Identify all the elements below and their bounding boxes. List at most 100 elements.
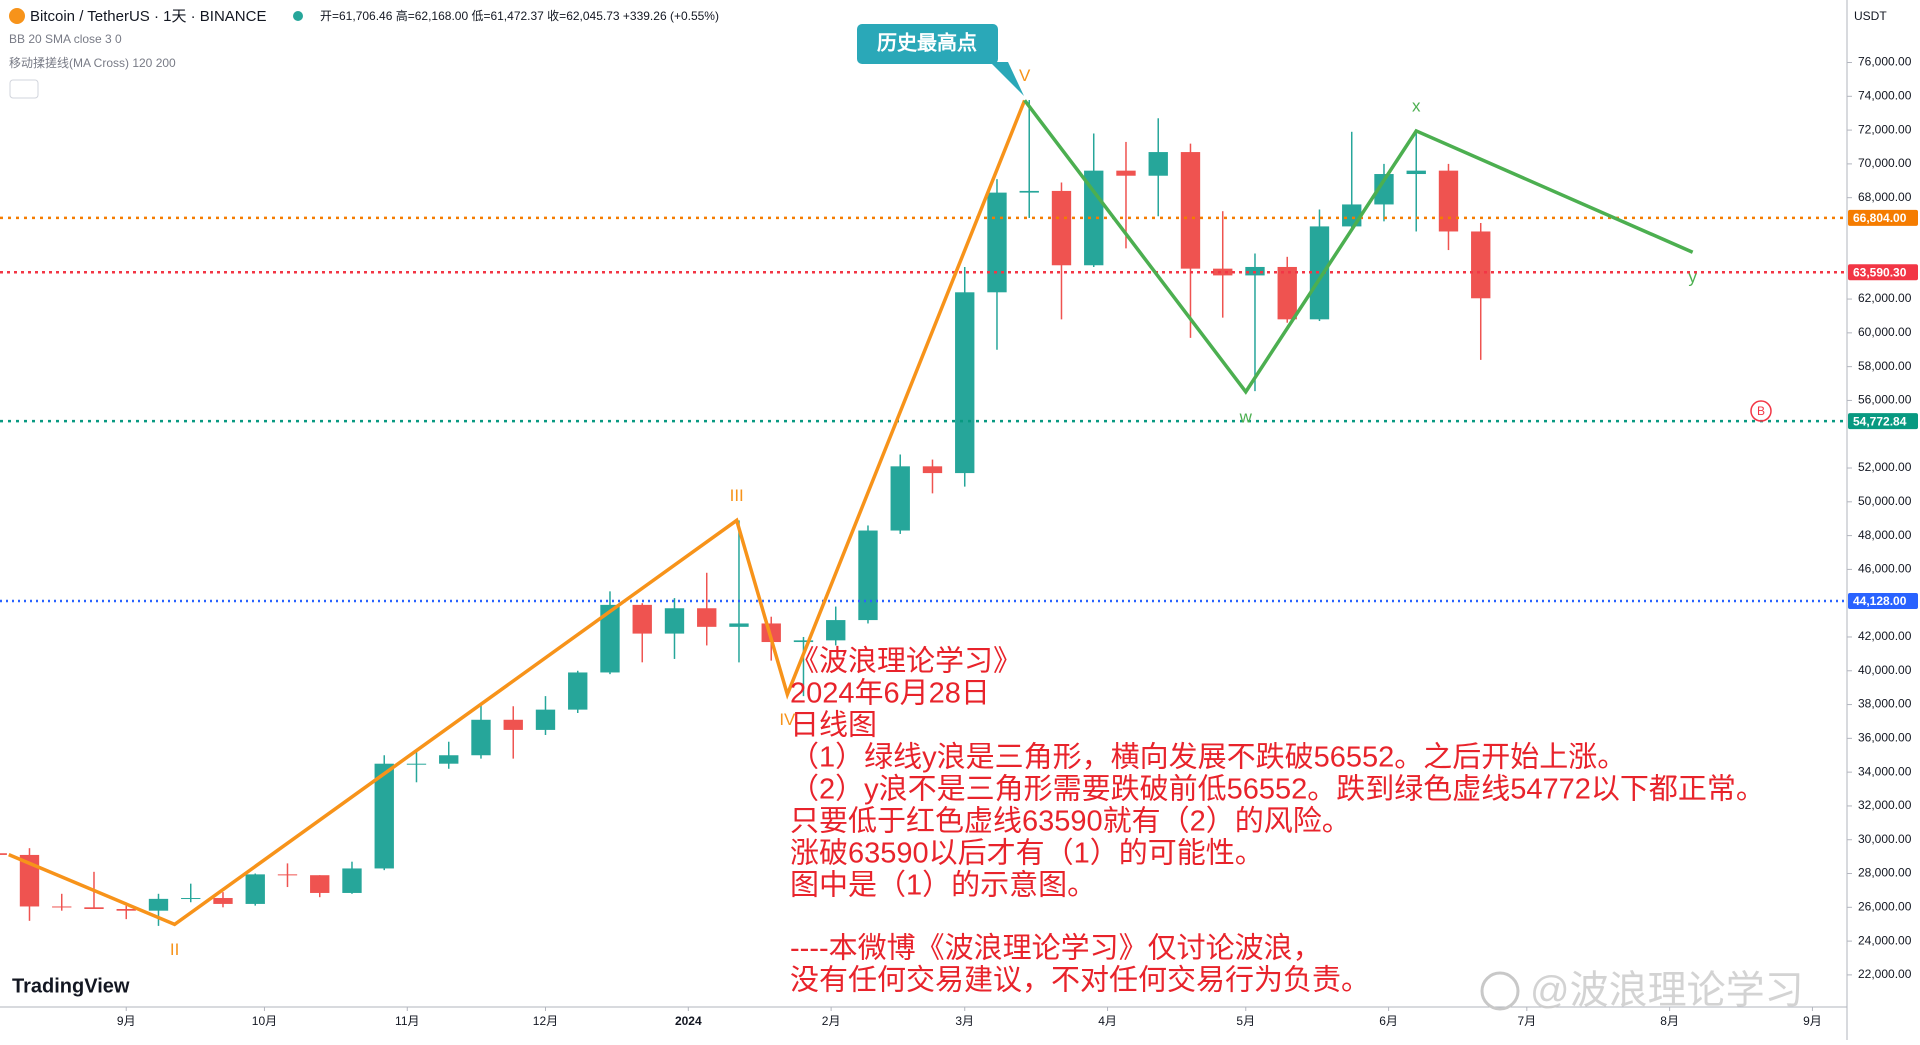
marker-circle [1750,400,1772,422]
y-tick-label: 30,000.00 [1858,832,1912,846]
x-tick-label: 7月 [1517,1014,1536,1028]
candle-body [0,853,7,855]
note-line: 日线图 [790,709,877,742]
candle-body [955,292,975,474]
callout-text: 历史最高点 [877,30,977,54]
candle-body [342,868,362,893]
candle-body [729,623,749,627]
candle-body [1374,174,1394,205]
x-tick-label: 8月 [1660,1014,1679,1028]
callout: 历史最高点 [857,24,1024,96]
y-tick-label: 36,000.00 [1858,731,1912,745]
candle-body [52,906,72,908]
disclaimer-line: ----本微博《波浪理论学习》仅讨论波浪， [790,932,1322,965]
candle-body [213,898,233,904]
candle-body [987,192,1007,293]
wave-line [8,99,1027,927]
candle-body [1438,170,1459,232]
x-tick-label: 6月 [1379,1014,1398,1028]
candle-body [826,620,846,641]
y-tick-label: 68,000.00 [1858,190,1912,204]
y-tick-label: 48,000.00 [1858,528,1912,542]
y-tick-label: 26,000.00 [1858,899,1912,913]
x-tick-label: 12月 [533,1014,558,1028]
notes: 《波浪理论学习》2024年6月28日日线图（1）绿线y浪是三角形，横向发展不跌破… [790,645,1765,997]
price-level-tag [1848,593,1918,610]
y-tick-label: 38,000.00 [1858,697,1912,711]
candle-body [503,719,523,730]
price-level-label: 66,804.00 [1853,211,1907,225]
marks [0,99,1847,927]
wave-label: V [1019,66,1031,85]
price-level-tag [1848,413,1918,430]
note-line: 图中是（1）的示意图。 [790,869,1096,902]
candle-body [697,608,717,627]
wave-label: y [1688,268,1697,287]
wave-label: x [1412,96,1421,115]
price-level-tag [1848,209,1918,226]
candle-body [310,875,330,893]
watermark: @波浪理论学习 [1530,969,1804,1012]
candle-body [84,907,104,910]
candle-body [471,719,491,756]
candle-body [245,874,265,904]
wave-line [1023,99,1694,395]
x-tick-label: 2月 [822,1014,841,1028]
wave-label: III [730,486,744,505]
candle-body [568,672,588,710]
candle-body [148,898,169,911]
candle-body [1309,226,1330,320]
note-line: 只要低于红色虚线63590就有（2）的风险。 [790,805,1351,838]
disclaimer-line: 没有任何交易建议，不对任何交易行为负责。 [790,964,1370,997]
y-tick-label: 60,000.00 [1858,325,1912,339]
candle-body [858,530,878,621]
candle-body [439,755,459,764]
wave-label: w [1239,407,1253,426]
y-tick-label: 56,000.00 [1858,393,1912,407]
candle-body [535,709,556,730]
watermark-icon [1480,971,1520,1011]
y-tick-label: 42,000.00 [1858,629,1912,643]
wave-label: IV [779,710,796,729]
candle-body [793,640,814,643]
candle-body [1277,266,1297,320]
note-line: （2）y浪不是三角形需要跌破前低56552。跌到绿色虚线54772以下都正常。 [790,773,1765,806]
y-tick-label: 32,000.00 [1858,798,1912,812]
x-tick-label: 3月 [955,1014,974,1028]
candle-body [1051,190,1072,266]
candle-body [600,604,620,673]
note-line: 涨破63590以后才有（1）的可能性。 [790,837,1264,870]
price-level-tag [1848,264,1918,281]
indicator: 移动揉搓线(MA Cross) 120 200 [9,55,176,70]
candle-body [1342,204,1362,227]
y-tick-label: 28,000.00 [1858,866,1912,880]
currency[interactable]: USDT [1854,9,1887,23]
logo: TradingView [12,975,130,997]
y-tick-label: 58,000.00 [1858,359,1912,373]
candle-body [1116,170,1136,176]
candle-body [1180,152,1201,269]
x-tick-label: 2024 [675,1014,702,1028]
candle-body [116,909,136,911]
marker-text: B [1757,404,1765,418]
note-line: 2024年6月28日 [790,677,990,710]
note-line: 《波浪理论学习》 [790,645,1022,678]
price-level-label: 63,590.30 [1853,265,1907,279]
y-tick-label: 24,000.00 [1858,933,1912,947]
collapse-button[interactable] [9,79,39,99]
y-tick-label: 62,000.00 [1858,291,1912,305]
callout-pointer [990,62,1024,96]
candle-body [1471,231,1491,299]
callout-box [857,24,998,64]
y-tick-label: 76,000.00 [1858,55,1912,69]
status-dot [293,11,303,21]
y-tick-label: 52,000.00 [1858,460,1912,474]
ohlc: 开=61,706.46 高=62,168.00 低=61,472.37 收=62… [320,8,719,23]
candle-body [406,763,427,765]
price-level-label: 44,128.00 [1853,594,1907,608]
x-tick-label: 9月 [1803,1014,1822,1028]
candle-body [181,898,201,900]
candle-body [890,466,910,531]
y-tick-label: 40,000.00 [1858,663,1912,677]
